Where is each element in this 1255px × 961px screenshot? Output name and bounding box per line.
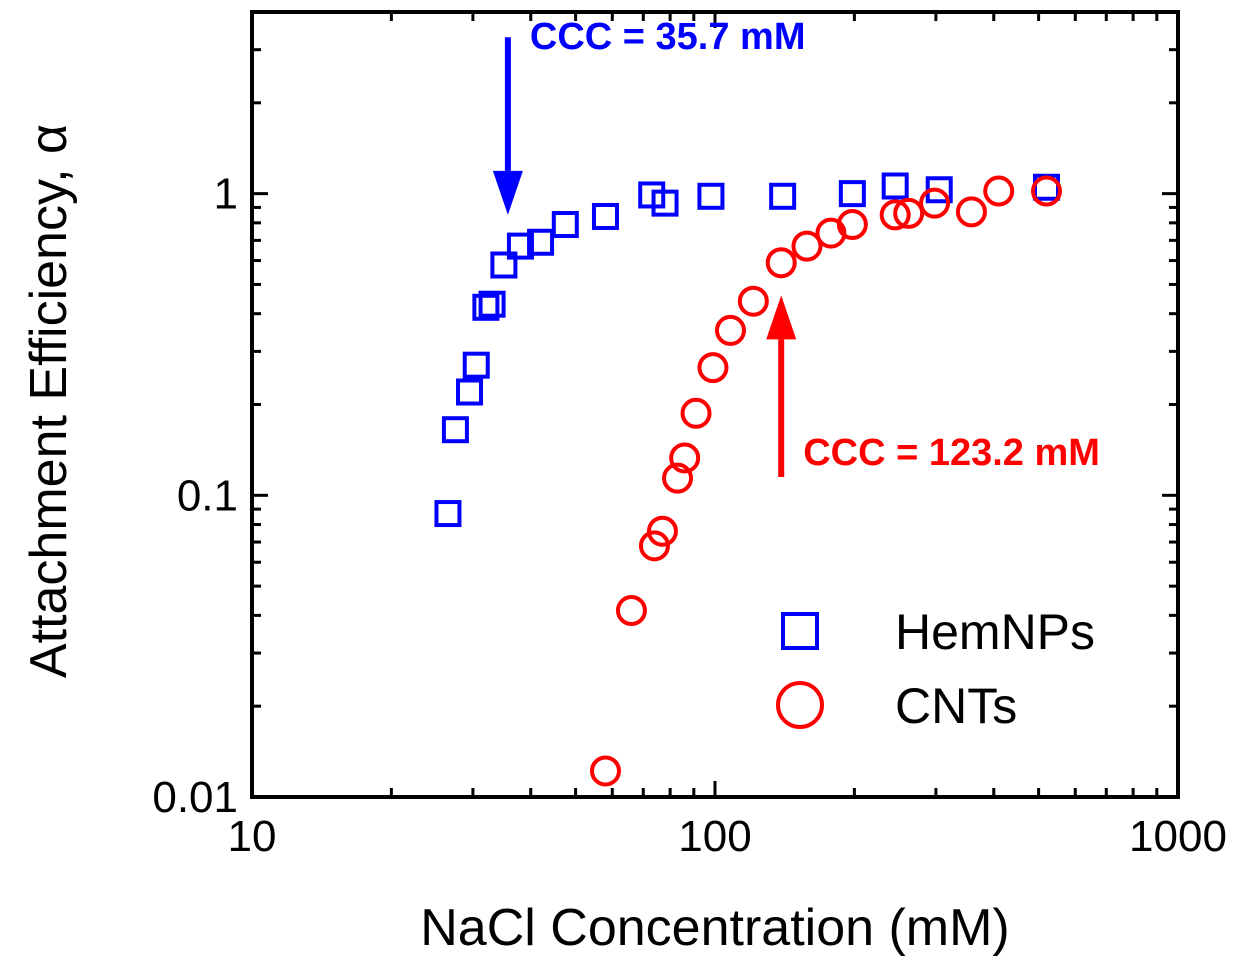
- cnts-point: [879, 199, 911, 231]
- data-points: [434, 172, 1063, 787]
- cnts-point: [836, 209, 868, 241]
- hemnps-point: [769, 182, 797, 210]
- x-tick-label: 100: [678, 812, 751, 861]
- hemnps-point: [591, 202, 619, 230]
- cnts-point: [646, 515, 678, 547]
- ccc-hemnps-arrow-head: [492, 170, 523, 215]
- hemnps-point: [651, 189, 679, 217]
- cnts-point: [737, 285, 769, 317]
- cnts-point: [662, 462, 694, 494]
- legend-label: HemNPs: [895, 604, 1095, 660]
- cnts-point: [680, 397, 712, 429]
- cnts-point: [893, 197, 925, 229]
- cnts-point: [765, 247, 797, 279]
- annotations: CCC = 35.7 mM CCC = 123.2 mM: [492, 16, 1100, 478]
- cnts-point: [638, 530, 670, 562]
- cnts-point: [714, 314, 746, 346]
- y-axis-label: Attachment Efficiency, α: [20, 124, 78, 678]
- legend-label: CNTs: [895, 678, 1017, 734]
- cnts-point: [697, 352, 729, 384]
- hemnps-point: [441, 416, 469, 444]
- y-tick-label: 0.1: [177, 471, 238, 520]
- x-tick-label: 10: [228, 812, 277, 861]
- ccc-cnts-label: CCC = 123.2 mM: [803, 432, 1100, 474]
- axis-ticks: [250, 10, 1180, 799]
- legend-square-icon: [781, 612, 819, 650]
- hemnps-point: [838, 180, 866, 208]
- cnts-point: [589, 755, 621, 787]
- hemnps-point: [434, 500, 462, 528]
- legend-circle-icon: [776, 681, 824, 729]
- y-tick-label: 1: [214, 170, 238, 219]
- legend: HemNPs CNTs: [776, 604, 1095, 734]
- hemnps-point: [551, 211, 579, 239]
- cnts-point: [983, 175, 1015, 207]
- ccc-cnts-arrow-head: [766, 295, 797, 340]
- tick-labels: 10 100 1000 0.01 0.1 1: [152, 170, 1227, 861]
- cnts-point: [919, 187, 951, 219]
- hemnps-point: [527, 228, 555, 256]
- cnts-point: [669, 442, 701, 474]
- hemnps-point: [697, 182, 725, 210]
- hemnps-point: [881, 172, 909, 200]
- cnts-point: [1031, 175, 1063, 207]
- hemnps-point: [478, 290, 506, 318]
- y-tick-label: 0.01: [152, 773, 238, 822]
- cnts-point: [791, 230, 823, 262]
- hemnps-point: [490, 251, 518, 279]
- hemnps-point: [456, 378, 484, 406]
- cnts-point: [615, 595, 647, 627]
- x-axis-label: NaCl Concentration (mM): [420, 899, 1010, 957]
- plot-frame: [250, 10, 1180, 799]
- cnts-point: [955, 196, 987, 228]
- hemnps-point: [462, 351, 490, 379]
- ccc-hemnps-label: CCC = 35.7 mM: [530, 16, 806, 58]
- plot-border: [250, 10, 1180, 799]
- hemnps-point: [472, 293, 500, 321]
- hemnps-point: [506, 232, 534, 260]
- x-tick-label: 1000: [1129, 812, 1227, 861]
